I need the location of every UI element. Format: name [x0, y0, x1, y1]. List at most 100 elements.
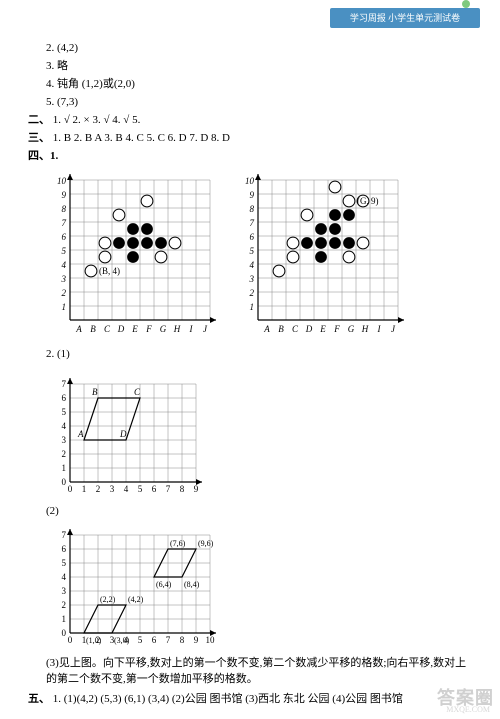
sec4-label: 四、1.: [28, 150, 58, 162]
svg-text:5: 5: [62, 407, 67, 417]
watermark-url: MXQE.COM: [446, 705, 490, 714]
svg-text:3: 3: [62, 435, 67, 445]
ans-4: 4. 钝角 (1,2)或(2,0): [28, 76, 472, 92]
section-5: 五、 1. (1)(4,2) (5,3) (6,1) (3,4) (2)公园 图…: [28, 691, 472, 707]
svg-text:I: I: [189, 324, 194, 334]
svg-text:6: 6: [62, 393, 67, 403]
svg-text:10: 10: [245, 176, 255, 186]
svg-text:8: 8: [180, 635, 185, 645]
svg-text:3: 3: [249, 274, 255, 284]
svg-text:2: 2: [62, 288, 67, 298]
svg-text:8: 8: [180, 484, 185, 494]
chart-1: 12345678910ABCDEFGHIJ(B, 4): [46, 170, 216, 340]
svg-text:4: 4: [250, 260, 255, 270]
svg-text:(1,0): (1,0): [86, 636, 102, 645]
svg-text:(8,4): (8,4): [184, 580, 200, 589]
svg-text:6: 6: [62, 544, 67, 554]
svg-text:3: 3: [61, 274, 67, 284]
svg-text:5: 5: [62, 558, 67, 568]
svg-text:C: C: [104, 324, 111, 334]
svg-text:B: B: [278, 324, 284, 334]
sec2-label: 二、: [28, 114, 50, 126]
svg-text:(7,6): (7,6): [170, 539, 186, 548]
svg-text:H: H: [173, 324, 181, 334]
svg-text:1: 1: [62, 463, 67, 473]
svg-text:3: 3: [62, 586, 67, 596]
svg-text:2: 2: [62, 600, 67, 610]
svg-text:F: F: [333, 324, 340, 334]
svg-text:1: 1: [82, 484, 87, 494]
svg-text:B: B: [92, 387, 98, 397]
svg-text:(B, 4): (B, 4): [99, 266, 120, 276]
svg-text:D: D: [117, 324, 125, 334]
svg-text:4: 4: [62, 572, 67, 582]
svg-text:I: I: [377, 324, 382, 334]
svg-text:1: 1: [250, 302, 255, 312]
svg-text:6: 6: [250, 232, 255, 242]
grid-chart-2: 12345678910ABCDEFGHIJ(G, 9): [234, 170, 404, 340]
grid-chart-q21: 012345678901234567ABCD: [46, 364, 216, 499]
sec3-items: 1. B 2. B A 3. B 4. C 5. C 6. D 7. D 8. …: [53, 132, 230, 144]
svg-text:(G, 9): (G, 9): [357, 196, 379, 206]
svg-text:1: 1: [62, 302, 67, 312]
svg-text:0: 0: [62, 628, 67, 638]
svg-text:G: G: [348, 324, 355, 334]
svg-text:4: 4: [62, 421, 67, 431]
svg-text:C: C: [134, 387, 141, 397]
svg-text:0: 0: [62, 477, 67, 487]
chart-2: 12345678910ABCDEFGHIJ(G, 9): [234, 170, 404, 340]
svg-text:A: A: [77, 429, 84, 439]
svg-text:7: 7: [166, 635, 171, 645]
sec5-label: 五、: [28, 693, 50, 705]
svg-text:8: 8: [250, 204, 255, 214]
sec5-text: 1. (1)(4,2) (5,3) (6,1) (3,4) (2)公园 图书馆 …: [53, 693, 403, 705]
svg-text:2: 2: [62, 449, 67, 459]
svg-text:7: 7: [250, 218, 255, 228]
svg-text:1: 1: [62, 614, 67, 624]
ans-2: 2. (4,2): [28, 40, 472, 56]
svg-text:(2,2): (2,2): [100, 595, 116, 604]
svg-text:6: 6: [62, 232, 67, 242]
svg-text:A: A: [75, 324, 82, 334]
svg-text:4: 4: [62, 260, 67, 270]
section-3: 三、 1. B 2. B A 3. B 4. C 5. C 6. D 7. D …: [28, 130, 472, 146]
svg-text:2: 2: [96, 484, 101, 494]
svg-text:H: H: [361, 324, 369, 334]
section-2: 二、 1. √ 2. × 3. √ 4. √ 5.: [28, 112, 472, 128]
q2-3-text: (3)见上图。向下平移,数对上的第一个数不变,第二个数减少平移的格数;向右平移,…: [28, 655, 472, 687]
svg-text:5: 5: [250, 246, 255, 256]
svg-text:3: 3: [110, 484, 115, 494]
q2-1-row: 2. (1) 012345678901234567ABCD: [46, 346, 472, 499]
svg-text:J: J: [391, 324, 396, 334]
svg-text:7: 7: [62, 379, 67, 389]
svg-text:9: 9: [194, 635, 199, 645]
svg-text:(9,6): (9,6): [198, 539, 214, 548]
svg-text:(4,2): (4,2): [128, 595, 144, 604]
grid-chart-1: 12345678910ABCDEFGHIJ(B, 4): [46, 170, 216, 340]
svg-text:D: D: [305, 324, 313, 334]
svg-text:8: 8: [62, 204, 67, 214]
svg-text:2: 2: [250, 288, 255, 298]
svg-text:A: A: [263, 324, 270, 334]
q2-2-row: (2) 01234567891001234567(1,0)(3,0)(2,2)(…: [46, 503, 472, 651]
q2-1-label: 2. (1): [46, 346, 472, 362]
svg-text:D: D: [119, 429, 127, 439]
svg-text:6: 6: [152, 484, 157, 494]
svg-text:10: 10: [57, 176, 67, 186]
svg-text:7: 7: [62, 218, 67, 228]
q2-2-label: (2): [46, 503, 472, 519]
page-content: 2. (4,2) 3. 略 4. 钝角 (1,2)或(2,0) 5. (7,3)…: [0, 0, 500, 719]
svg-text:0: 0: [68, 484, 73, 494]
chart-row-1: 12345678910ABCDEFGHIJ(B, 4) 12345678910A…: [46, 170, 472, 340]
svg-text:7: 7: [62, 530, 67, 540]
svg-text:G: G: [160, 324, 167, 334]
sec2-items: 1. √ 2. × 3. √ 4. √ 5.: [53, 114, 141, 126]
sec3-label: 三、: [28, 132, 50, 144]
grid-chart-q22: 01234567891001234567(1,0)(3,0)(2,2)(4,2)…: [46, 521, 246, 651]
svg-text:7: 7: [166, 484, 171, 494]
ans-3: 3. 略: [28, 58, 472, 74]
svg-text:9: 9: [194, 484, 199, 494]
svg-text:6: 6: [152, 635, 157, 645]
svg-text:0: 0: [68, 635, 73, 645]
svg-text:E: E: [131, 324, 138, 334]
